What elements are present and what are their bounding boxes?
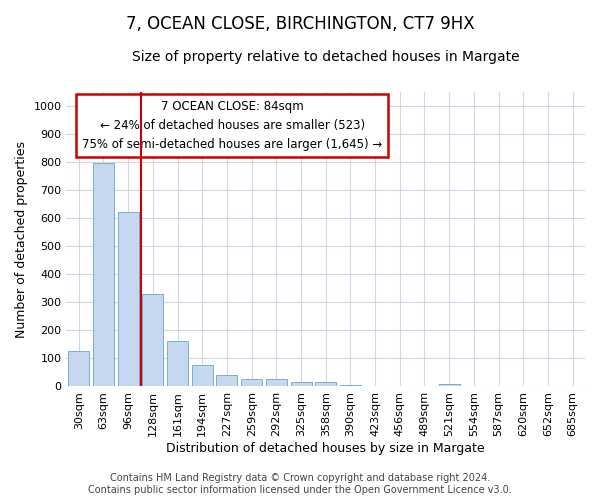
Bar — [192, 364, 213, 386]
Bar — [93, 163, 114, 386]
Bar — [266, 380, 287, 386]
X-axis label: Distribution of detached houses by size in Margate: Distribution of detached houses by size … — [166, 442, 485, 455]
Bar — [167, 341, 188, 386]
Text: 7, OCEAN CLOSE, BIRCHINGTON, CT7 9HX: 7, OCEAN CLOSE, BIRCHINGTON, CT7 9HX — [125, 15, 475, 33]
Bar — [142, 294, 163, 386]
Bar — [217, 375, 238, 386]
Bar — [241, 378, 262, 386]
Text: 7 OCEAN CLOSE: 84sqm
← 24% of detached houses are smaller (523)
75% of semi-deta: 7 OCEAN CLOSE: 84sqm ← 24% of detached h… — [82, 100, 382, 152]
Title: Size of property relative to detached houses in Margate: Size of property relative to detached ho… — [132, 50, 520, 64]
Y-axis label: Number of detached properties: Number of detached properties — [15, 140, 28, 338]
Bar — [118, 212, 139, 386]
Bar — [439, 384, 460, 386]
Bar — [290, 382, 311, 386]
Bar — [340, 385, 361, 386]
Bar — [68, 352, 89, 386]
Text: Contains HM Land Registry data © Crown copyright and database right 2024.
Contai: Contains HM Land Registry data © Crown c… — [88, 474, 512, 495]
Bar — [315, 382, 336, 386]
